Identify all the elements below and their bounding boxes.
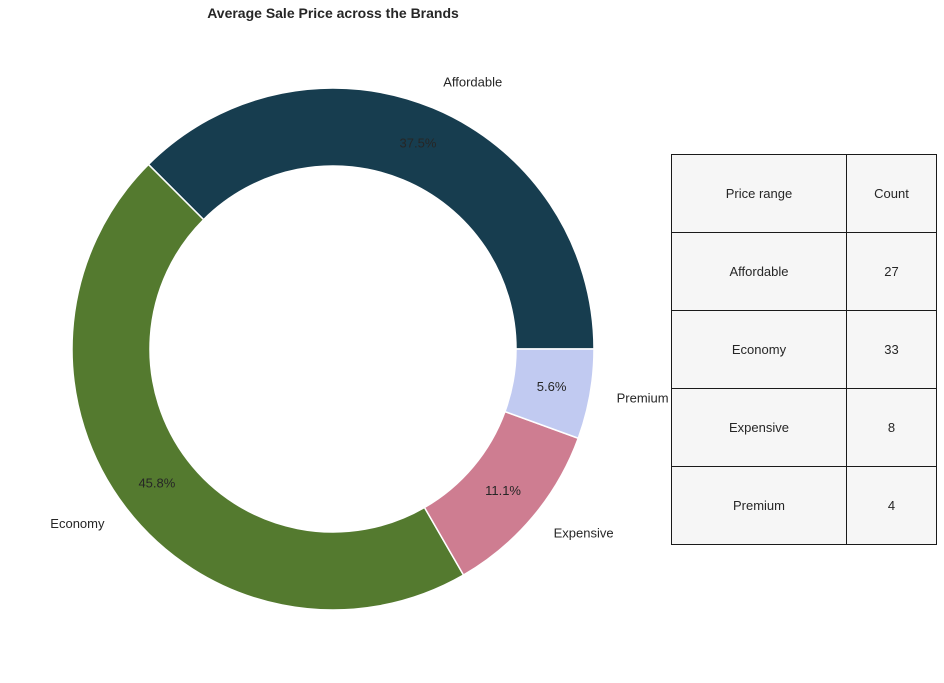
- table-cell-count: 27: [846, 232, 937, 311]
- slice-label-economy: Economy: [50, 516, 105, 531]
- price-range-table: Price range Count Affordable 27 Economy …: [671, 154, 937, 545]
- slice-premium: [504, 348, 595, 440]
- slice-affordable: [147, 87, 595, 350]
- slices-group: [71, 87, 595, 611]
- table-row: Economy 33: [671, 310, 937, 389]
- percent-label-affordable: 37.5%: [400, 135, 437, 150]
- table-cell-range: Premium: [671, 466, 847, 545]
- table-header-price-range: Price range: [671, 154, 847, 233]
- table-cell-count: 4: [846, 466, 937, 545]
- table-cell-range: Affordable: [671, 232, 847, 311]
- slice-label-expensive: Expensive: [554, 526, 614, 541]
- table-cell-range: Economy: [671, 310, 847, 389]
- table-header-row: Price range Count: [671, 154, 937, 233]
- percent-label-expensive: 11.1%: [485, 483, 521, 498]
- labels-group: Affordable 37.5% Economy 45.8% Expensive 11.1…: [50, 74, 668, 540]
- percent-label-premium: 5.6%: [537, 379, 567, 394]
- slice-label-premium: Premium: [617, 390, 669, 405]
- slice-economy: [71, 163, 465, 611]
- table-row: Premium 4: [671, 466, 937, 545]
- slice-label-affordable: Affordable: [443, 74, 502, 89]
- table-row: Expensive 8: [671, 388, 937, 467]
- chart-title: Average Sale Price across the Brands: [207, 5, 459, 21]
- table-row: Affordable 27: [671, 232, 937, 311]
- percent-label-economy: 45.8%: [138, 476, 175, 491]
- table-cell-count: 8: [846, 388, 937, 467]
- table-header-count: Count: [846, 154, 937, 233]
- table-cell-count: 33: [846, 310, 937, 389]
- table-cell-range: Expensive: [671, 388, 847, 467]
